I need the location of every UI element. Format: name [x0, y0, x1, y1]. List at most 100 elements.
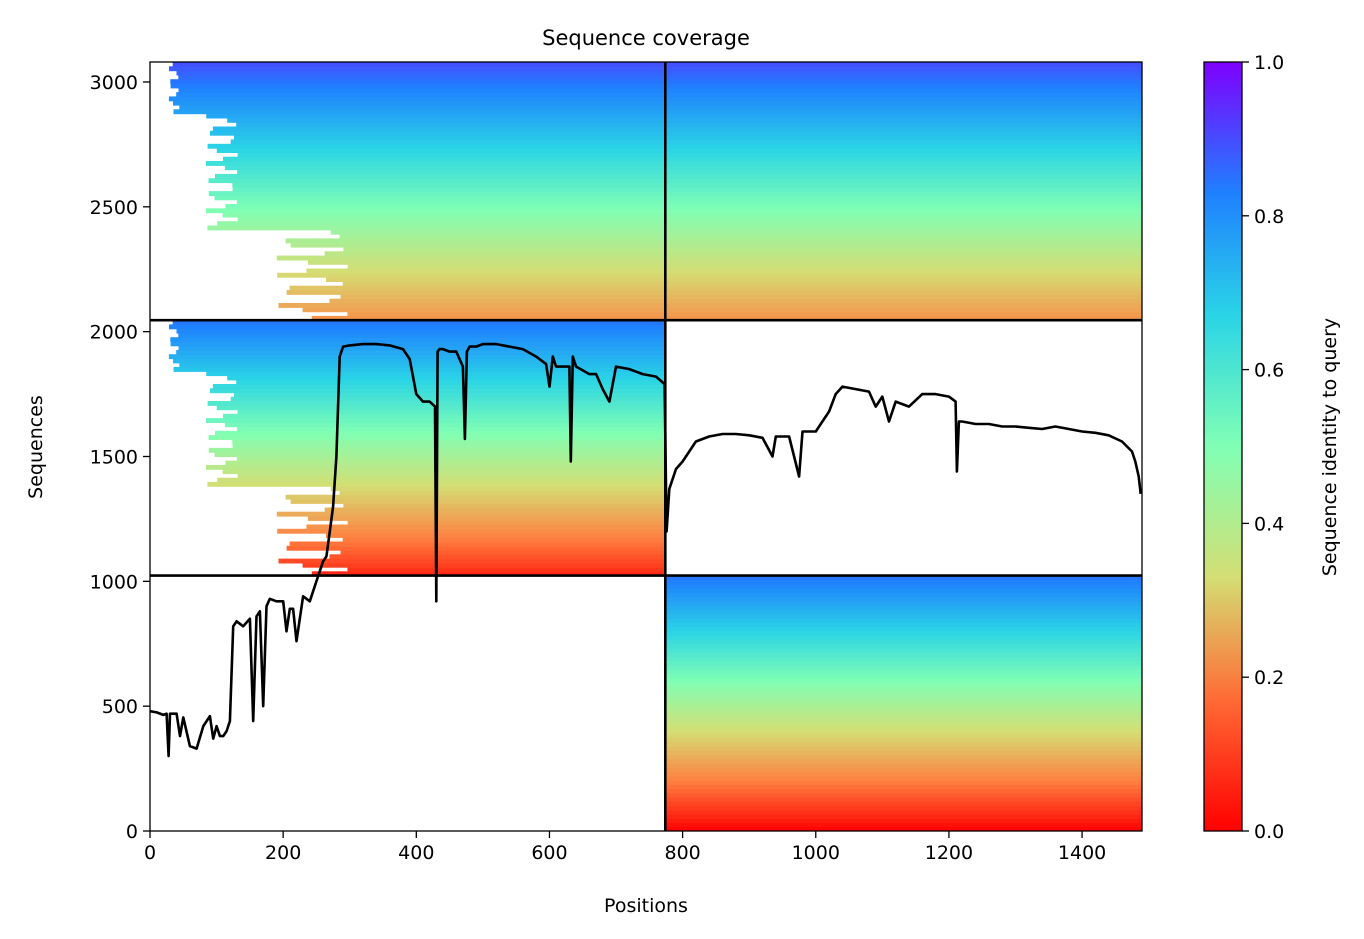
coverage-band [665, 609, 1142, 615]
coverage-band [665, 290, 1142, 295]
coverage-band [665, 268, 1142, 274]
coverage-band [665, 809, 1142, 815]
coverage-band [665, 673, 1142, 679]
coverage-band [324, 507, 666, 513]
coverage-band [665, 130, 1142, 136]
coverage-band [665, 285, 1142, 291]
coverage-band [665, 234, 1142, 239]
coverage-band [665, 311, 1142, 317]
coverage-band [223, 156, 666, 162]
coverage-band [665, 66, 1142, 72]
chart-title: Sequence coverage [542, 26, 750, 50]
coverage-band [665, 152, 1142, 158]
coverage-band [665, 204, 1142, 209]
coverage-band [342, 537, 666, 543]
coverage-band [665, 601, 1142, 606]
coverage-band [302, 562, 666, 568]
coverage-band [277, 272, 666, 278]
coverage-band [307, 259, 666, 265]
coverage-band [214, 195, 666, 201]
x-tick-label: 1000 [792, 842, 840, 864]
coverage-band [206, 113, 666, 119]
coverage-band [665, 156, 1142, 162]
coverage-band [237, 152, 666, 158]
coverage-band [665, 775, 1142, 781]
coverage-band [665, 648, 1142, 653]
coverage-band [665, 281, 1142, 287]
coverage-band [665, 677, 1142, 683]
coverage-band [665, 178, 1142, 184]
coverage-band [665, 745, 1142, 751]
coverage-band [665, 711, 1142, 717]
coverage-band [665, 79, 1142, 85]
coverage-band [665, 247, 1142, 252]
coverage-band [212, 126, 666, 132]
coverage-band [665, 686, 1142, 692]
coverage-band [302, 307, 666, 313]
coverage-band [665, 169, 1142, 175]
coverage-band [306, 268, 666, 274]
coverage-band [285, 494, 666, 500]
coverage-band [206, 161, 666, 166]
coverage-band [232, 182, 666, 188]
coverage-band [342, 281, 666, 287]
coverage-band [665, 622, 1142, 628]
coverage-band [173, 109, 666, 115]
coverage-band [665, 216, 1142, 222]
coverage-band [665, 303, 1142, 308]
coverage-band [665, 635, 1142, 641]
coverage-band [169, 66, 666, 72]
coverage-band [343, 503, 666, 509]
coverage-band [326, 277, 666, 282]
coverage-band [665, 737, 1142, 743]
colorbar [1203, 61, 1243, 832]
coverage-band [176, 328, 666, 334]
coverage-band [217, 221, 666, 227]
coverage-band [665, 814, 1142, 819]
coverage-band [665, 96, 1142, 102]
y-tick-label: 1500 [90, 446, 138, 468]
coverage-band [222, 469, 666, 475]
coverage-band [665, 259, 1142, 265]
y-tick-label: 2000 [90, 322, 138, 344]
coverage-band [665, 173, 1142, 179]
coverage-band [665, 83, 1142, 89]
coverage-band [214, 452, 666, 457]
coverage-band [665, 117, 1142, 123]
x-axis-ticks: 0 200 400 600 800 1000 1200 1400 [144, 831, 1106, 864]
coverage-band [227, 375, 666, 381]
coverage-band [665, 639, 1142, 645]
coverage-band [340, 550, 666, 555]
coverage-band [665, 784, 1142, 790]
coverage-band [289, 541, 666, 547]
coverage-band [179, 105, 666, 110]
coverage-band [665, 70, 1142, 76]
coverage-band [665, 694, 1142, 700]
x-tick-label: 200 [265, 842, 301, 864]
coverage-band [665, 596, 1142, 602]
coverage-band [215, 430, 666, 436]
coverage-band [665, 264, 1142, 270]
coverage-band [665, 195, 1142, 201]
coverage-band [225, 460, 666, 466]
colorbar-tick-label: 0.2 [1254, 667, 1284, 689]
coverage-band [347, 520, 666, 526]
coverage-band [665, 225, 1142, 231]
coverage-band [206, 208, 666, 214]
coverage-band [665, 139, 1142, 145]
coverage-band [276, 511, 666, 517]
coverage-band [326, 533, 666, 538]
coverage-band [665, 588, 1142, 594]
coverage-band [232, 439, 666, 445]
colorbar-ticks: 0.0 0.2 0.4 0.6 0.8 1.0 [1242, 52, 1284, 843]
coverage-band [230, 139, 666, 145]
coverage-band [665, 584, 1142, 589]
coverage-block-1 [665, 575, 1142, 831]
coverage-band [665, 74, 1142, 80]
coverage-band [665, 92, 1142, 97]
coverage-band [665, 656, 1142, 662]
coverage-band [665, 682, 1142, 687]
coverage-band [286, 290, 666, 295]
coverage-band [311, 315, 666, 321]
coverage-band [179, 362, 666, 368]
